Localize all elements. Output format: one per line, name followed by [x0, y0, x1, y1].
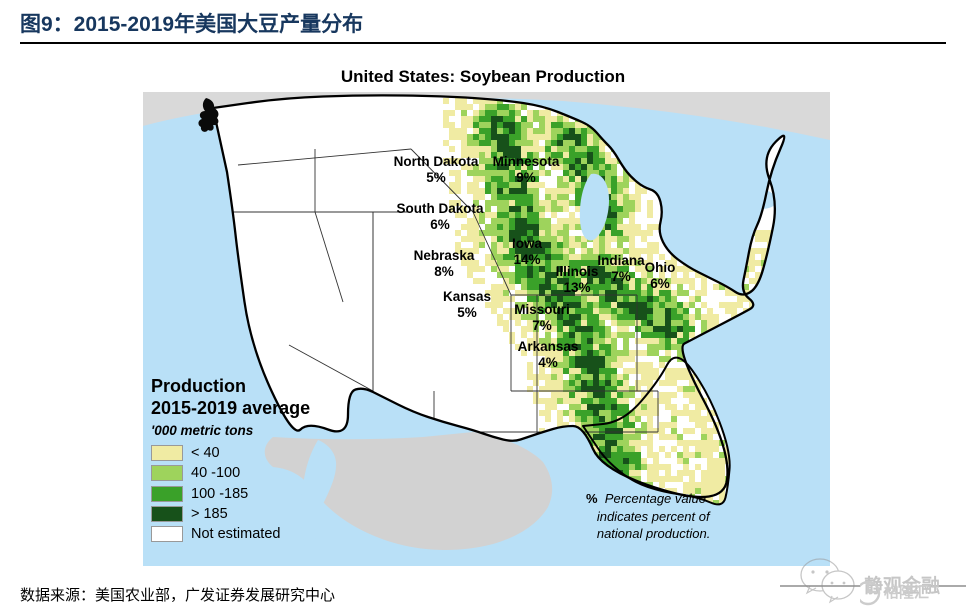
- svg-text:格隆汇: 格隆汇: [884, 583, 929, 601]
